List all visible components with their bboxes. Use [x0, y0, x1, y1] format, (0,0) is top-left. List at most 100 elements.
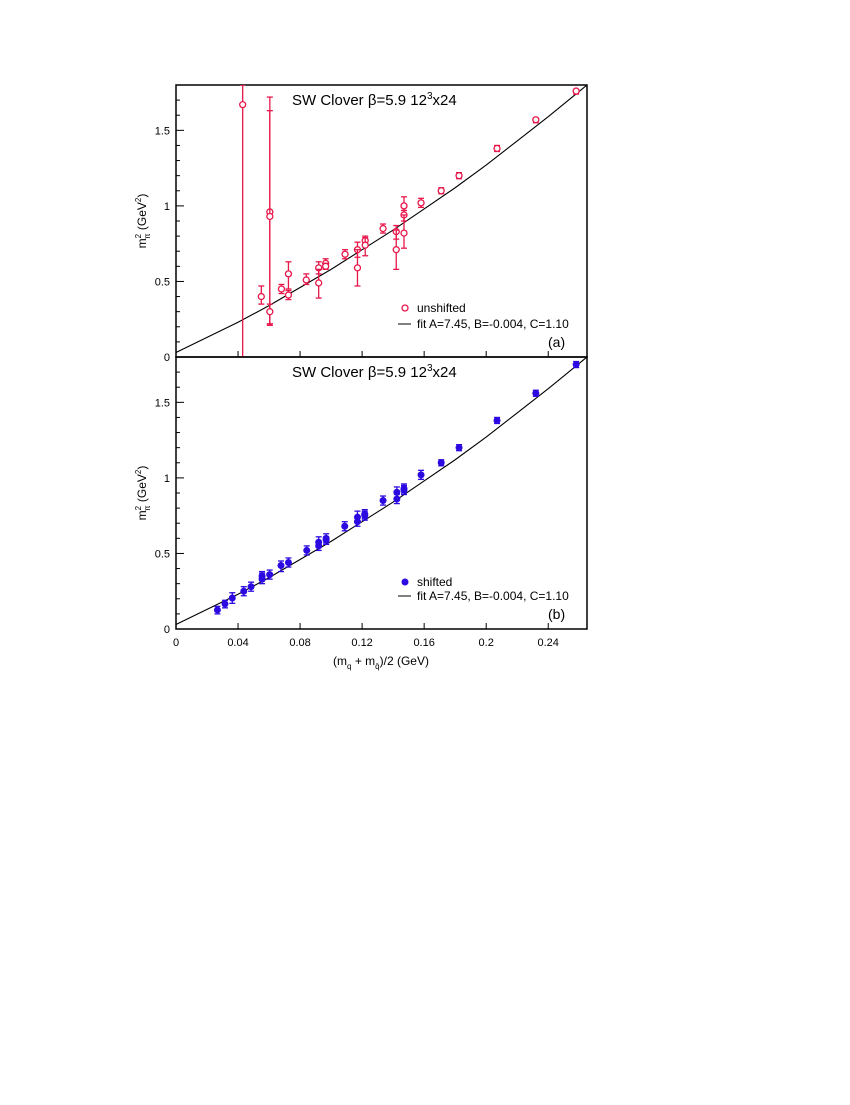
- xlabel: (mq + mq̄)/2 (GeV): [333, 654, 429, 671]
- marker: [532, 389, 540, 397]
- marker: [379, 224, 387, 233]
- data-point: [221, 599, 229, 609]
- data-point: [572, 87, 580, 95]
- data-point: [257, 285, 265, 305]
- y-tick-label: 0: [164, 352, 170, 364]
- data-point: [532, 389, 540, 397]
- data-point: [572, 360, 580, 369]
- marker: [361, 512, 369, 520]
- title-b: SW Clover β=5.9 123x24: [292, 363, 457, 381]
- data-point: [277, 560, 285, 573]
- marker: [322, 536, 330, 544]
- fit-curve: [176, 85, 587, 353]
- data-point: [341, 249, 349, 260]
- marker: [266, 571, 274, 579]
- marker: [258, 572, 266, 580]
- data-point: [393, 493, 401, 505]
- marker: [361, 241, 369, 249]
- data-point: [266, 303, 274, 326]
- marker: [277, 562, 285, 570]
- marker: [302, 276, 310, 284]
- x-tick-label: 0.04: [227, 637, 248, 649]
- marker: [341, 250, 349, 258]
- marker: [266, 212, 274, 221]
- data-point: [379, 223, 387, 234]
- marker: [213, 606, 221, 614]
- data-point: [455, 171, 463, 180]
- data-point: [341, 521, 349, 532]
- svg-text:m2π (GeV2): m2π (GeV2): [134, 466, 152, 521]
- data-point: [266, 110, 274, 325]
- marker: [266, 308, 274, 316]
- marker: [322, 262, 330, 270]
- data-point: [284, 289, 293, 301]
- marker: [437, 459, 445, 467]
- y-tick-label: 1.5: [155, 125, 170, 137]
- legend-label-unshifted: unshifted: [417, 301, 466, 315]
- legend-label-fit-a: fit A=7.45, B=-0.004, C=1.10: [417, 317, 569, 331]
- data-point: [303, 545, 311, 556]
- legend-label-fit-b: fit A=7.45, B=-0.004, C=1.10: [417, 589, 569, 603]
- data-point: [277, 283, 286, 295]
- marker: [400, 229, 408, 237]
- legend-label-shifted: shifted: [417, 575, 452, 589]
- y-tick-label: 1.5: [155, 397, 170, 409]
- x-tick-label: 0: [173, 637, 179, 649]
- marker: [392, 246, 400, 254]
- title-a: SW Clover β=5.9 123x24: [292, 91, 457, 109]
- marker: [417, 199, 425, 207]
- marker: [572, 361, 580, 369]
- data-point: [258, 570, 266, 582]
- marker: [221, 600, 229, 608]
- y-tick-label: 1: [164, 473, 170, 485]
- marker: [239, 100, 247, 109]
- marker: [493, 144, 501, 153]
- data-point: [532, 116, 540, 124]
- data-point: [213, 605, 221, 615]
- marker: [284, 559, 292, 567]
- data-point: [493, 416, 501, 425]
- data-point: [247, 581, 255, 592]
- legend-marker-shifted: [401, 578, 409, 586]
- y-tick-label: 0.5: [155, 276, 170, 288]
- marker: [284, 270, 293, 278]
- data-point: [322, 262, 330, 271]
- data-point: [284, 557, 292, 568]
- data-point: [437, 187, 445, 195]
- marker: [532, 116, 540, 124]
- svg-text:m2π (GeV2): m2π (GeV2): [134, 194, 152, 249]
- data-point: [361, 236, 369, 257]
- data-point: [302, 273, 310, 286]
- data-point: [417, 197, 425, 209]
- marker: [257, 292, 265, 301]
- marker: [240, 587, 248, 595]
- marker: [455, 172, 463, 180]
- data-point: [379, 495, 387, 506]
- y-tick-label: 0: [164, 624, 170, 636]
- data-point: [353, 516, 361, 527]
- panel-label-b: (b): [548, 606, 565, 622]
- data-point: [315, 268, 323, 299]
- marker: [353, 518, 361, 526]
- panel-b: SW Clover β=5.9 123x24 m2π (GeV2) shifte…: [134, 356, 588, 671]
- marker: [247, 583, 255, 591]
- data-point: [361, 510, 369, 521]
- panel-label-a: (a): [548, 334, 565, 350]
- data-point: [228, 592, 236, 604]
- marker: [417, 471, 425, 479]
- marker: [303, 546, 311, 554]
- data-point: [322, 536, 330, 546]
- marker: [379, 497, 387, 505]
- data-point: [284, 261, 293, 290]
- y-tick-label: 1: [164, 201, 170, 213]
- marker: [455, 444, 463, 452]
- marker: [400, 486, 408, 494]
- data-point: [353, 249, 362, 287]
- marker: [284, 291, 293, 299]
- marker: [228, 594, 236, 602]
- marker: [341, 522, 349, 530]
- data-point: [493, 144, 501, 153]
- y-tick-label: 0.5: [155, 548, 170, 560]
